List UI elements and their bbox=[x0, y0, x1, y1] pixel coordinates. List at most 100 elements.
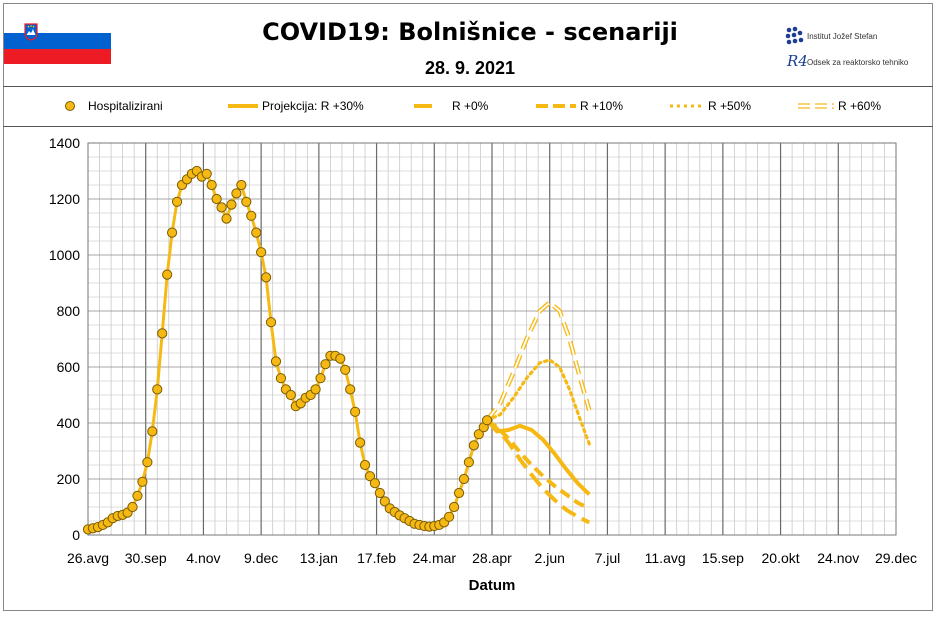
data-point bbox=[142, 457, 153, 468]
chart-title: COVID19: Bolnišnice - scenariji bbox=[262, 18, 678, 46]
data-point bbox=[211, 193, 222, 205]
legend-item-r50: R +50% bbox=[668, 96, 751, 116]
y-axis-ticks: 0 200 400 600 800 1000 1200 1400 bbox=[49, 135, 80, 543]
legend-label: R +0% bbox=[452, 99, 489, 113]
header-divider bbox=[3, 86, 933, 87]
data-point bbox=[147, 426, 158, 437]
ijs-logo: Institut Jožef Stefan bbox=[785, 26, 935, 46]
data-point bbox=[201, 168, 212, 179]
data-point bbox=[171, 196, 183, 207]
x-tick-label: 13.jan bbox=[300, 550, 338, 566]
data-point bbox=[221, 213, 232, 224]
x-tick-label: 4.nov bbox=[186, 550, 220, 566]
legend-line-doubledash-icon bbox=[798, 103, 834, 109]
department-name: Odsek za reaktorsko tehniko bbox=[807, 58, 909, 67]
r4-logo: R4 Odsek za reaktorsko tehniko bbox=[787, 52, 937, 74]
data-point bbox=[473, 429, 484, 440]
y-tick-label: 1000 bbox=[49, 247, 80, 263]
data-point bbox=[265, 317, 277, 328]
series-trend-line bbox=[87, 169, 489, 531]
slovenia-flag-icon bbox=[4, 18, 111, 64]
series-line-r60-inner bbox=[486, 301, 591, 421]
data-point bbox=[285, 389, 296, 401]
legend-label: R +50% bbox=[708, 99, 752, 113]
data-point bbox=[251, 227, 262, 238]
data-point bbox=[458, 473, 470, 485]
data-point bbox=[127, 501, 138, 513]
x-tick-label: 26.avg bbox=[67, 550, 109, 566]
data-point bbox=[260, 272, 272, 283]
x-axis-ticks: 26.avg 30.sep 4.nov 9.dec 13.jan 17.feb 24.mar… bbox=[67, 550, 917, 566]
flag-stripe-red bbox=[4, 48, 111, 64]
y-tick-label: 1400 bbox=[49, 135, 80, 151]
x-tick-label: 2.jun bbox=[535, 550, 565, 566]
legend-marker-circle-icon bbox=[65, 101, 75, 111]
y-tick-label: 0 bbox=[72, 527, 80, 543]
legend-line-solid-icon bbox=[228, 104, 258, 108]
data-point bbox=[256, 247, 267, 258]
series-lines bbox=[87, 169, 592, 531]
data-point bbox=[364, 471, 376, 482]
legend-item-r10: R +10% bbox=[536, 96, 623, 116]
chart-frame bbox=[3, 3, 933, 611]
data-point bbox=[246, 210, 257, 221]
data-point bbox=[241, 196, 252, 207]
legend-item-hospitalized: Hospitalizirani bbox=[62, 96, 163, 116]
legend: Hospitalizirani Projekcija: R +30% R +0%… bbox=[0, 92, 940, 120]
ijs-dots-icon bbox=[785, 26, 804, 45]
y-tick-label: 200 bbox=[57, 471, 81, 487]
series-points bbox=[82, 165, 493, 535]
data-point bbox=[335, 353, 346, 364]
grid-minor bbox=[88, 143, 896, 535]
x-tick-label: 17.feb bbox=[357, 550, 396, 566]
coat-of-arms-icon bbox=[24, 23, 38, 41]
y-tick-label: 1200 bbox=[49, 191, 80, 207]
legend-item-r30: Projekcija: R +30% bbox=[228, 96, 364, 116]
legend-line-dot-icon bbox=[670, 104, 702, 108]
data-point bbox=[340, 364, 351, 375]
data-point bbox=[152, 384, 163, 395]
x-tick-label: 28.apr bbox=[472, 550, 512, 566]
data-point bbox=[231, 188, 242, 199]
data-point bbox=[468, 440, 479, 451]
data-point bbox=[444, 511, 455, 522]
legend-label: Projekcija: R +30% bbox=[262, 99, 364, 113]
data-point bbox=[275, 373, 287, 384]
data-point bbox=[270, 356, 282, 367]
data-point bbox=[354, 437, 366, 448]
data-point bbox=[453, 487, 465, 499]
legend-line-dash-icon bbox=[536, 104, 576, 108]
data-point bbox=[481, 415, 493, 426]
legend-item-r60: R +60% bbox=[798, 96, 881, 116]
x-axis-label: Datum bbox=[469, 577, 516, 594]
x-tick-label: 9.dec bbox=[244, 550, 278, 566]
data-point bbox=[374, 487, 385, 499]
data-point bbox=[206, 179, 217, 191]
data-point bbox=[448, 501, 460, 513]
series-line-r0 bbox=[485, 418, 591, 525]
data-point bbox=[157, 328, 168, 339]
x-tick-label: 24.nov bbox=[817, 550, 859, 566]
x-tick-label: 20.okt bbox=[762, 550, 800, 566]
r4-logo-mark: R4 bbox=[787, 52, 808, 70]
data-point bbox=[315, 373, 326, 384]
plot-area-border bbox=[87, 142, 897, 536]
data-point bbox=[216, 202, 227, 213]
data-point bbox=[236, 179, 247, 191]
data-point bbox=[350, 406, 361, 417]
x-tick-label: 30.sep bbox=[125, 550, 167, 566]
legend-divider bbox=[3, 126, 933, 127]
data-point bbox=[369, 478, 381, 489]
x-tick-label: 24.mar bbox=[412, 550, 456, 566]
data-point bbox=[320, 359, 331, 370]
data-point bbox=[359, 459, 371, 471]
y-tick-label: 600 bbox=[57, 359, 81, 375]
data-point bbox=[162, 269, 173, 280]
series-line-r50 bbox=[485, 358, 591, 446]
y-tick-label: 800 bbox=[57, 303, 81, 319]
data-point bbox=[132, 490, 143, 501]
legend-label: R +60% bbox=[838, 99, 882, 113]
data-point bbox=[166, 227, 178, 238]
x-tick-label: 7.jul bbox=[595, 550, 621, 566]
